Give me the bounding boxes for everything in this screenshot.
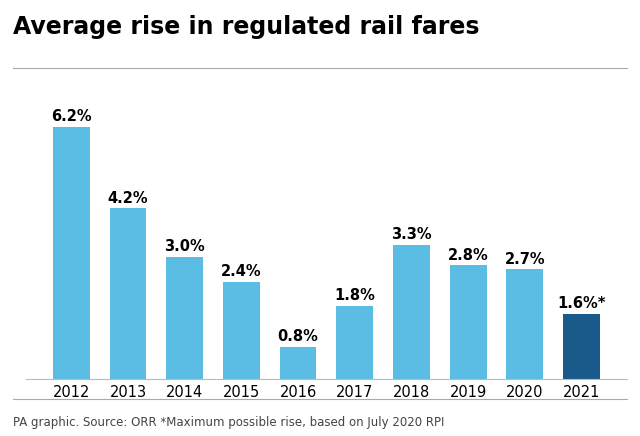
Bar — [393, 245, 430, 379]
Text: Average rise in regulated rail fares: Average rise in regulated rail fares — [13, 15, 479, 39]
Text: 2.8%: 2.8% — [448, 248, 488, 262]
Bar — [563, 314, 600, 379]
Text: 3.3%: 3.3% — [391, 227, 432, 242]
Text: 0.8%: 0.8% — [278, 329, 319, 344]
Text: 6.2%: 6.2% — [51, 109, 92, 124]
Bar — [166, 257, 203, 379]
Bar — [336, 306, 373, 379]
Text: 4.2%: 4.2% — [108, 191, 148, 205]
Bar — [109, 208, 147, 379]
Bar — [450, 266, 486, 379]
Bar — [280, 347, 317, 379]
Bar — [53, 127, 90, 379]
Text: 3.0%: 3.0% — [164, 239, 205, 254]
Bar — [223, 282, 260, 379]
Text: 2.4%: 2.4% — [221, 264, 262, 279]
Bar — [506, 269, 543, 379]
Text: 1.8%: 1.8% — [334, 288, 375, 303]
Text: PA graphic. Source: ORR *Maximum possible rise, based on July 2020 RPI: PA graphic. Source: ORR *Maximum possibl… — [13, 416, 444, 429]
Text: 1.6%*: 1.6%* — [557, 296, 605, 311]
Text: 2.7%: 2.7% — [504, 252, 545, 266]
